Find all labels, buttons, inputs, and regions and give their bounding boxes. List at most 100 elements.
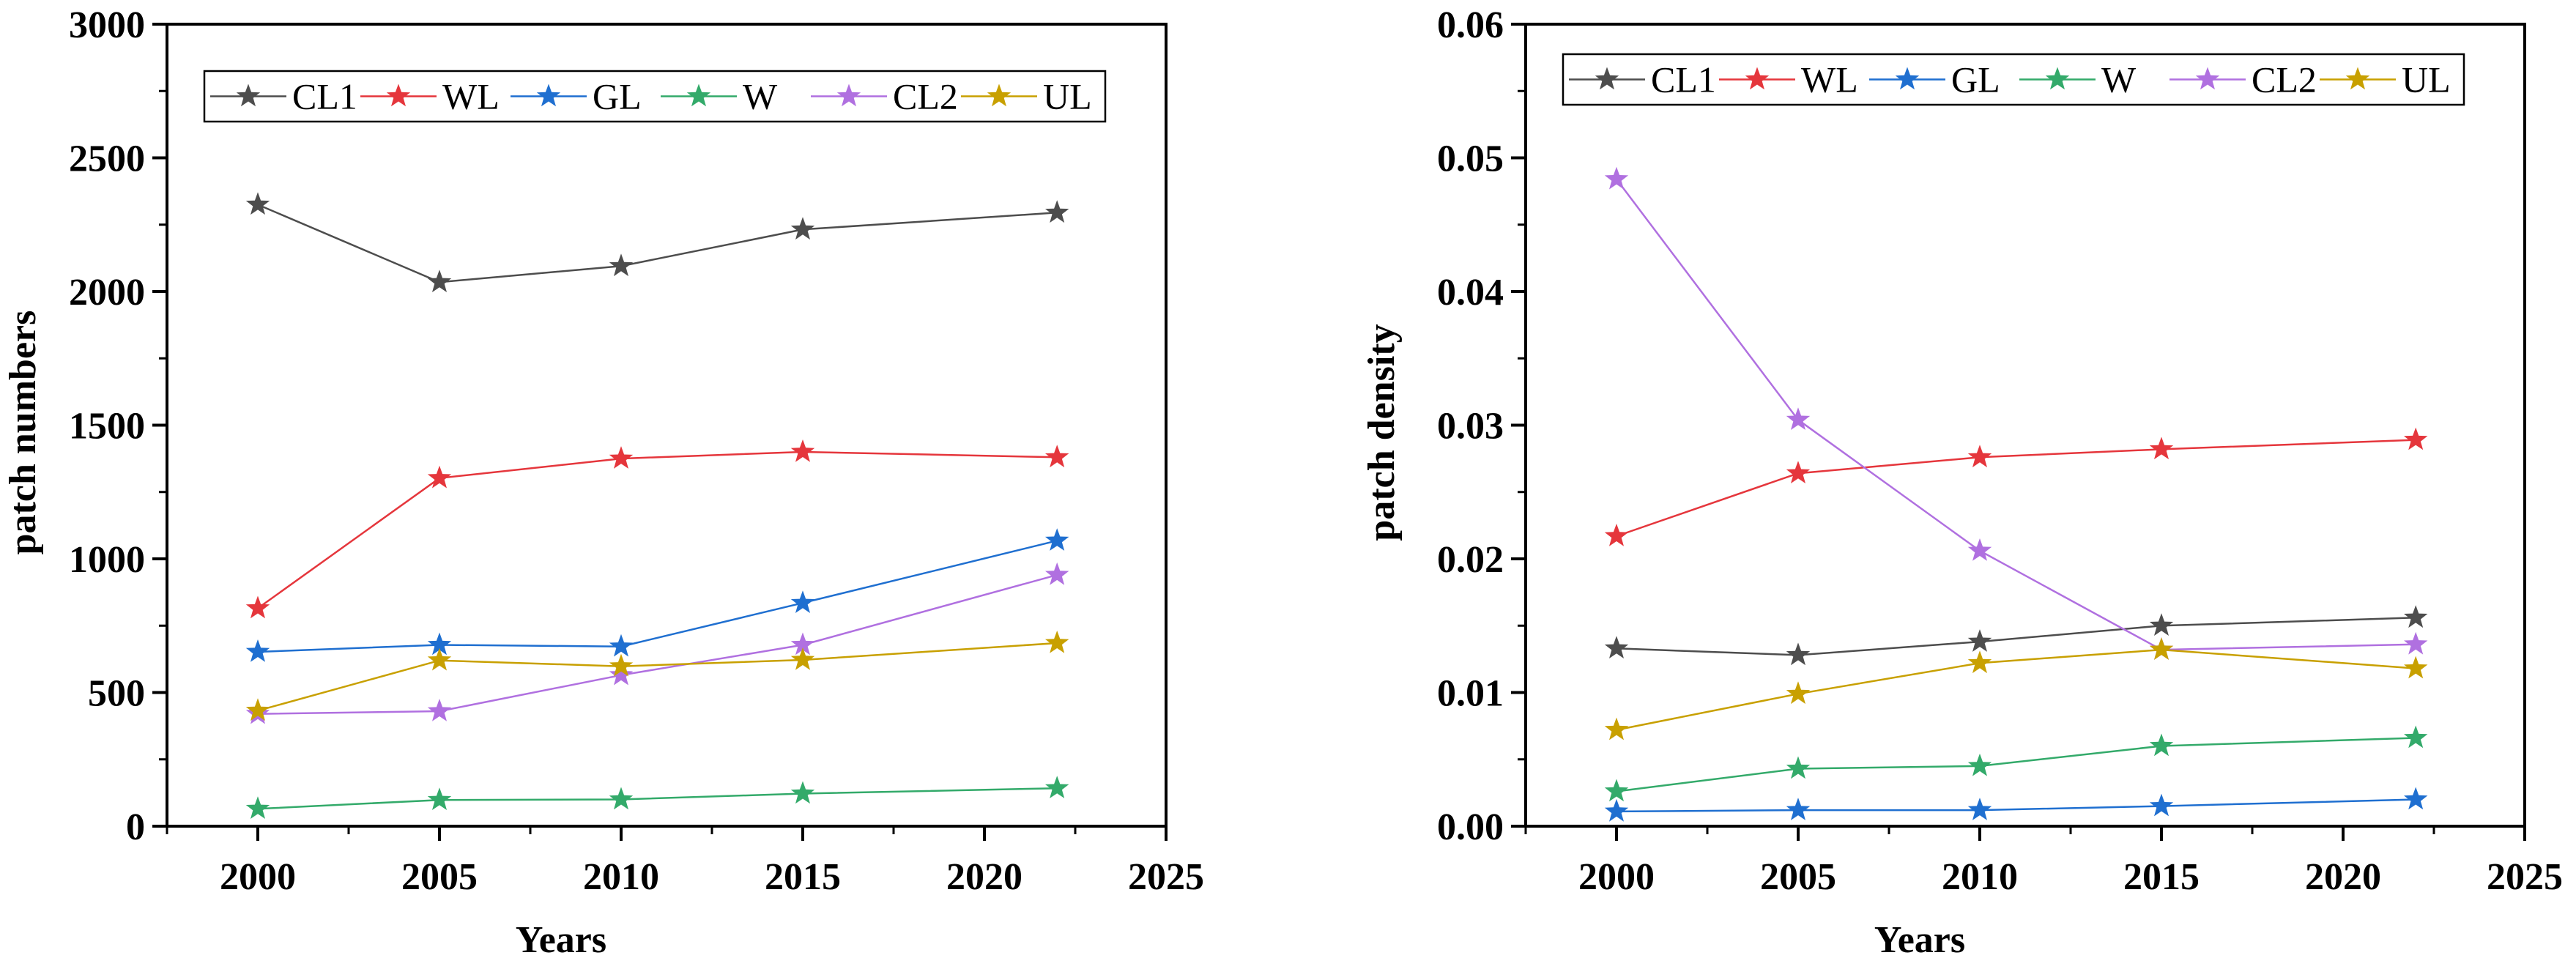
chart-patch-numbers: 2000 2005 2010 2015 2020 2025 0 500 1000 1500 2000… <box>2 4 1204 961</box>
data-point <box>1045 200 1069 223</box>
series-gl <box>245 528 1069 662</box>
legend-star-marker <box>536 83 561 107</box>
data-point <box>1604 636 1629 658</box>
legend-star-marker <box>386 83 411 107</box>
data-point <box>2149 793 2174 817</box>
legend-item-gl: GL <box>511 76 642 117</box>
legend-label: CL1 <box>1651 59 1716 100</box>
y-tick-label: 0 <box>126 806 145 848</box>
legend-label: WL <box>1801 59 1858 100</box>
data-point <box>245 698 270 721</box>
data-point <box>1604 166 1629 190</box>
data-point <box>245 796 270 819</box>
legend-label: GL <box>593 76 642 117</box>
x-tick-label: 2005 <box>1760 856 1836 898</box>
x-tick-label: 2000 <box>220 856 296 898</box>
legend-item-cl2: CL2 <box>2169 59 2317 100</box>
legend-star-marker <box>236 83 261 107</box>
x-tick-label: 2025 <box>2487 856 2563 898</box>
data-point <box>790 647 815 670</box>
y-axis-title: patch numbers <box>2 311 44 555</box>
data-point <box>245 595 270 619</box>
data-point <box>1786 756 1811 779</box>
data-point <box>245 639 270 662</box>
legend-star-marker <box>2345 67 2370 90</box>
legend-star-marker <box>987 83 1012 107</box>
legend-item-cl2: CL2 <box>811 76 958 117</box>
data-point <box>2149 613 2174 636</box>
data-point <box>790 632 815 656</box>
data-point <box>2404 427 2428 450</box>
data-point <box>609 653 634 677</box>
legend-item-wl: WL <box>1719 59 1858 100</box>
x-tick-label: 2020 <box>2305 856 2381 898</box>
legend-label: W <box>743 76 778 117</box>
data-point <box>1786 681 1811 705</box>
data-point <box>427 699 452 721</box>
legend-box <box>1562 53 2465 106</box>
legend-item-ul: UL <box>2320 59 2451 100</box>
data-point <box>609 662 634 686</box>
x-tick-label: 2025 <box>1128 856 1204 898</box>
x-axis-title: Years <box>1874 919 1965 961</box>
y-tick-label: 0.03 <box>1437 406 1504 448</box>
data-point <box>609 253 634 277</box>
legend: CL1 WL GL W CL2 UL <box>203 70 1107 123</box>
data-point <box>2149 637 2174 660</box>
data-point <box>1045 776 1069 798</box>
legend-item-w: W <box>2019 59 2137 100</box>
series-ul <box>1604 637 2428 740</box>
y-tick-label: 2500 <box>69 138 145 180</box>
data-point <box>245 192 270 215</box>
data-point <box>1604 798 1629 822</box>
data-point <box>1045 445 1069 468</box>
legend-star-marker <box>836 83 861 107</box>
legend-star-marker <box>1895 67 1920 90</box>
series-cl1 <box>245 192 1069 292</box>
x-tick-label: 2015 <box>765 856 841 898</box>
series-cl1 <box>1604 605 2428 666</box>
series-wl <box>245 439 1069 619</box>
data-point <box>1604 717 1629 740</box>
data-point <box>2404 725 2428 749</box>
legend-label: W <box>2101 59 2137 100</box>
data-point <box>2404 605 2428 628</box>
x-tick-label: 2015 <box>2123 856 2200 898</box>
data-point <box>2404 787 2428 810</box>
data-point <box>2404 656 2428 679</box>
data-point <box>2149 733 2174 757</box>
data-point <box>609 634 634 657</box>
legend-star-marker <box>686 83 711 107</box>
y-tick-label: 0.06 <box>1437 4 1504 46</box>
series-w <box>245 776 1069 819</box>
data-point <box>1967 798 1992 820</box>
legend-label: CL2 <box>2252 59 2317 100</box>
y-tick-label: 2000 <box>69 272 145 313</box>
data-point <box>1967 650 1992 674</box>
data-point <box>1786 642 1811 666</box>
legend-label: CL1 <box>292 76 357 117</box>
data-point <box>427 787 452 810</box>
y-tick-label: 500 <box>88 673 145 715</box>
data-point <box>790 217 815 240</box>
data-point <box>427 270 452 292</box>
data-point <box>1045 562 1069 585</box>
legend-label: UL <box>1043 76 1092 117</box>
data-point <box>427 465 452 489</box>
legend-star-marker <box>1595 67 1619 90</box>
x-tick-label: 2005 <box>401 856 478 898</box>
legend-item-w: W <box>661 76 778 117</box>
legend-label: UL <box>2402 59 2451 100</box>
data-point <box>1604 779 1629 802</box>
x-tick-label: 2020 <box>946 856 1022 898</box>
data-point <box>1786 407 1811 430</box>
legend-item-cl1: CL1 <box>1569 59 1716 100</box>
y-tick-label: 0.05 <box>1437 138 1504 180</box>
series-ul <box>245 631 1069 721</box>
data-point <box>1045 528 1069 551</box>
y-tick-label: 0.04 <box>1437 272 1504 313</box>
series-gl <box>1604 787 2428 822</box>
legend-item-wl: WL <box>360 76 500 117</box>
